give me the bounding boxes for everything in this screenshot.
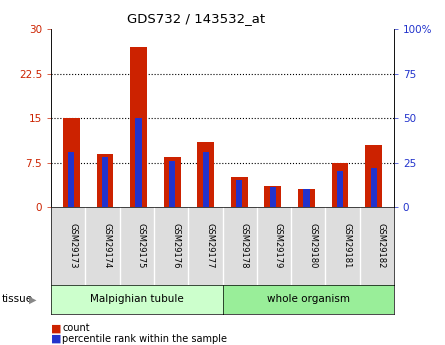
- Text: GSM29176: GSM29176: [171, 223, 180, 268]
- Text: Malpighian tubule: Malpighian tubule: [90, 294, 184, 304]
- Text: GSM29182: GSM29182: [376, 223, 386, 268]
- Bar: [371, 168, 377, 207]
- Text: count: count: [62, 324, 90, 333]
- Bar: [337, 171, 343, 207]
- Bar: [69, 152, 74, 207]
- Text: GSM29175: GSM29175: [137, 223, 146, 268]
- Text: ▶: ▶: [29, 294, 36, 304]
- Bar: [303, 189, 310, 207]
- Text: percentile rank within the sample: percentile rank within the sample: [62, 334, 227, 344]
- Text: GSM29181: GSM29181: [343, 223, 352, 268]
- Bar: [97, 154, 113, 207]
- Bar: [231, 177, 248, 207]
- Bar: [236, 180, 243, 207]
- Bar: [164, 157, 181, 207]
- Bar: [63, 118, 80, 207]
- Bar: [264, 186, 281, 207]
- Text: GSM29177: GSM29177: [205, 223, 214, 268]
- Text: GDS732 / 143532_at: GDS732 / 143532_at: [127, 12, 265, 25]
- Text: GSM29178: GSM29178: [239, 223, 249, 268]
- Text: GSM29180: GSM29180: [308, 223, 317, 268]
- Bar: [130, 47, 147, 207]
- Bar: [332, 162, 348, 207]
- Bar: [135, 118, 142, 207]
- Bar: [202, 152, 209, 207]
- Text: GSM29179: GSM29179: [274, 223, 283, 268]
- Text: ■: ■: [51, 334, 62, 344]
- Text: GSM29174: GSM29174: [102, 223, 112, 268]
- Bar: [102, 157, 108, 207]
- Bar: [270, 187, 276, 207]
- Text: GSM29173: GSM29173: [69, 223, 77, 268]
- Text: whole organism: whole organism: [267, 294, 350, 304]
- Bar: [197, 142, 214, 207]
- Text: tissue: tissue: [1, 294, 32, 304]
- Bar: [365, 145, 382, 207]
- Bar: [298, 189, 315, 207]
- Bar: [169, 161, 175, 207]
- Text: ■: ■: [51, 324, 62, 333]
